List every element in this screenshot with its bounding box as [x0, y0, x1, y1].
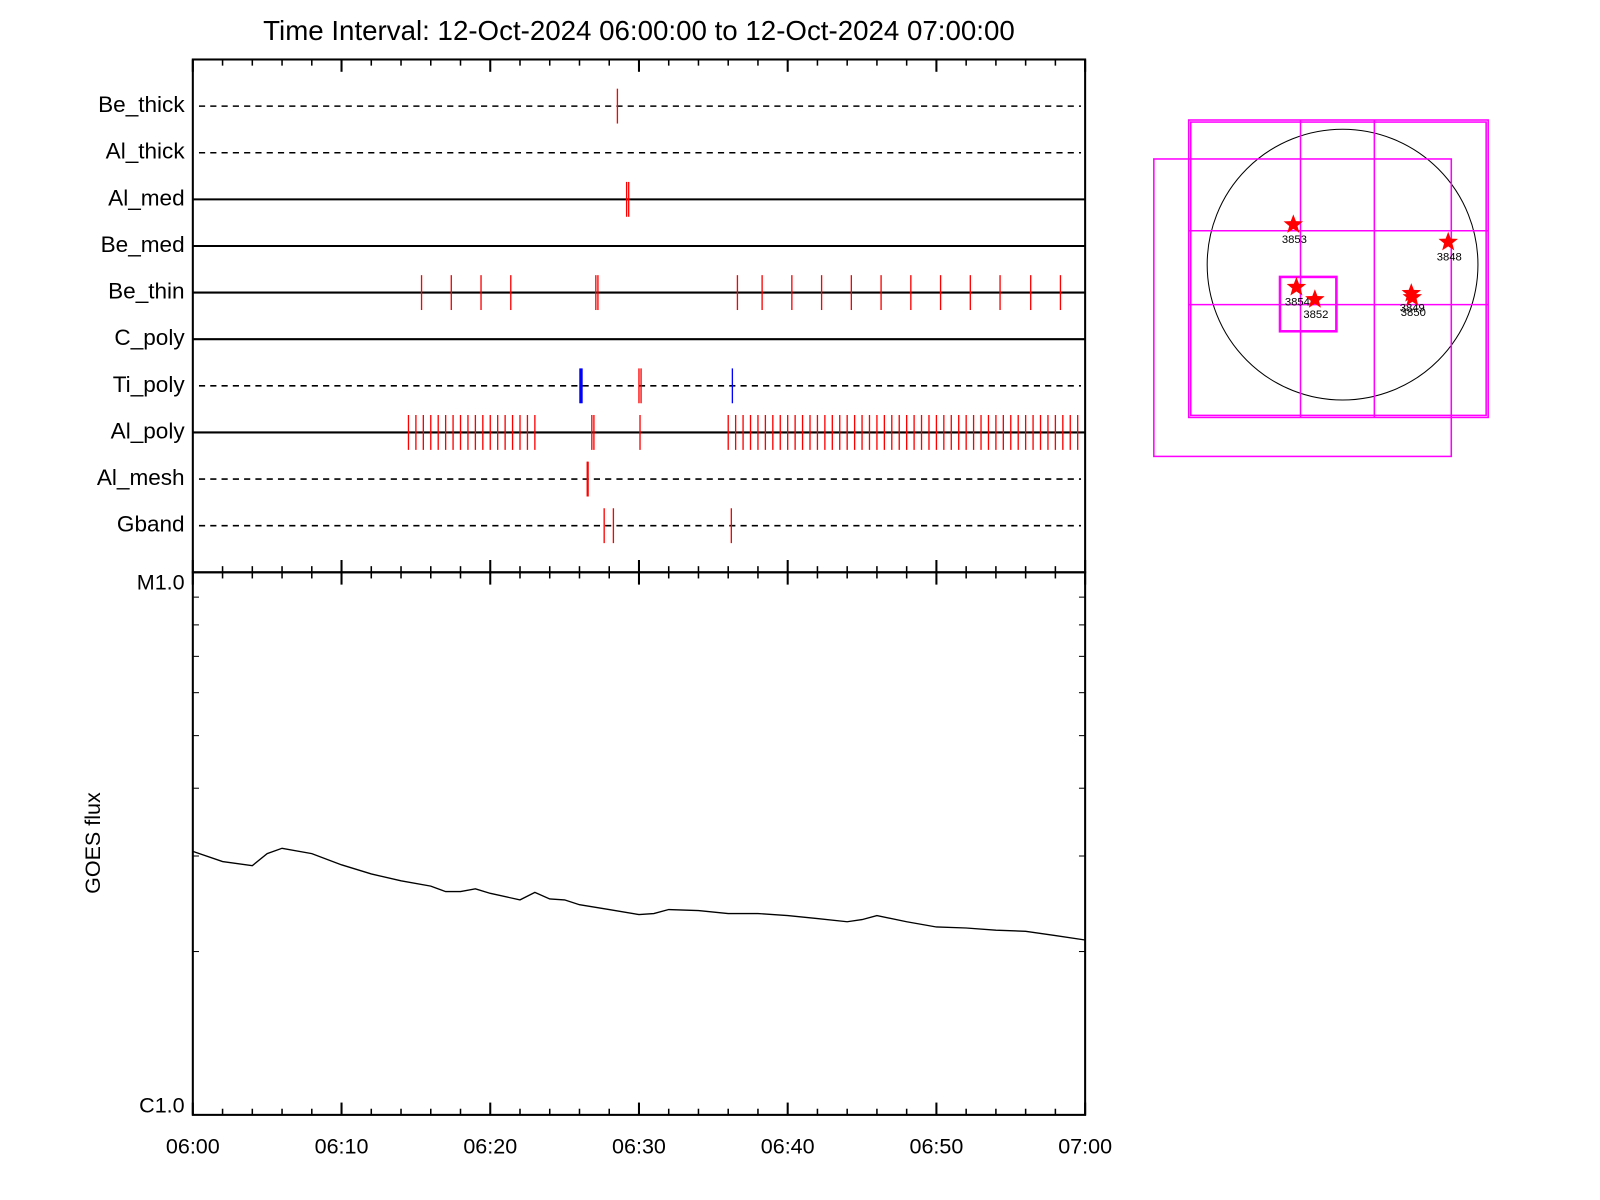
row-label: Be_thin [108, 279, 184, 304]
region-label: 3853 [1282, 234, 1307, 246]
goes-curve [192, 847, 1086, 941]
y-tick-label: C1.0 [139, 1093, 184, 1117]
row-label: Ti_poly [113, 372, 186, 397]
region-label: 3854 [1285, 297, 1310, 309]
region-marker [1286, 276, 1307, 296]
y-axis-label: GOES flux [81, 792, 105, 894]
x-tick-label: 06:50 [909, 1134, 963, 1158]
region-marker [1438, 231, 1458, 251]
y-tick-label: M1.0 [137, 570, 185, 594]
sun-map [1153, 119, 1489, 458]
region-label: 3849 [1400, 303, 1425, 315]
row-label: Al_med [108, 185, 184, 210]
region-marker [1402, 287, 1423, 306]
row-label: Al_mesh [97, 465, 185, 490]
fov-box [1278, 275, 1338, 333]
region-marker [1305, 289, 1325, 308]
x-tick-label: 06:20 [463, 1134, 517, 1158]
x-tick-label: 06:00 [166, 1134, 220, 1158]
chart-title: Time Interval: 12-Oct-2024 06:00:00 to 1… [263, 15, 1015, 46]
x-tick-label: 06:40 [761, 1134, 815, 1158]
row-label: Be_med [101, 232, 185, 257]
solar-disk [1206, 128, 1479, 401]
fov-box [1187, 119, 1489, 419]
x-tick-label: 06:30 [612, 1134, 666, 1158]
x-tick-label: 06:10 [315, 1134, 369, 1158]
region-marker [1283, 214, 1304, 233]
row-label: Gband [117, 512, 185, 537]
region-label: 3848 [1437, 251, 1462, 263]
region-label: 3852 [1303, 309, 1328, 321]
x-tick-label: 07:00 [1058, 1134, 1112, 1158]
row-label: Al_poly [111, 418, 186, 443]
row-label: Al_thick [106, 139, 186, 164]
fov-box [1190, 121, 1487, 417]
row-label: Be_thick [98, 92, 185, 117]
row-label: C_poly [114, 325, 185, 350]
region-label: 3850 [1401, 307, 1426, 319]
fov-box [1153, 158, 1453, 458]
timeline-frame [191, 58, 1087, 574]
goes-frame [191, 571, 1087, 1116]
